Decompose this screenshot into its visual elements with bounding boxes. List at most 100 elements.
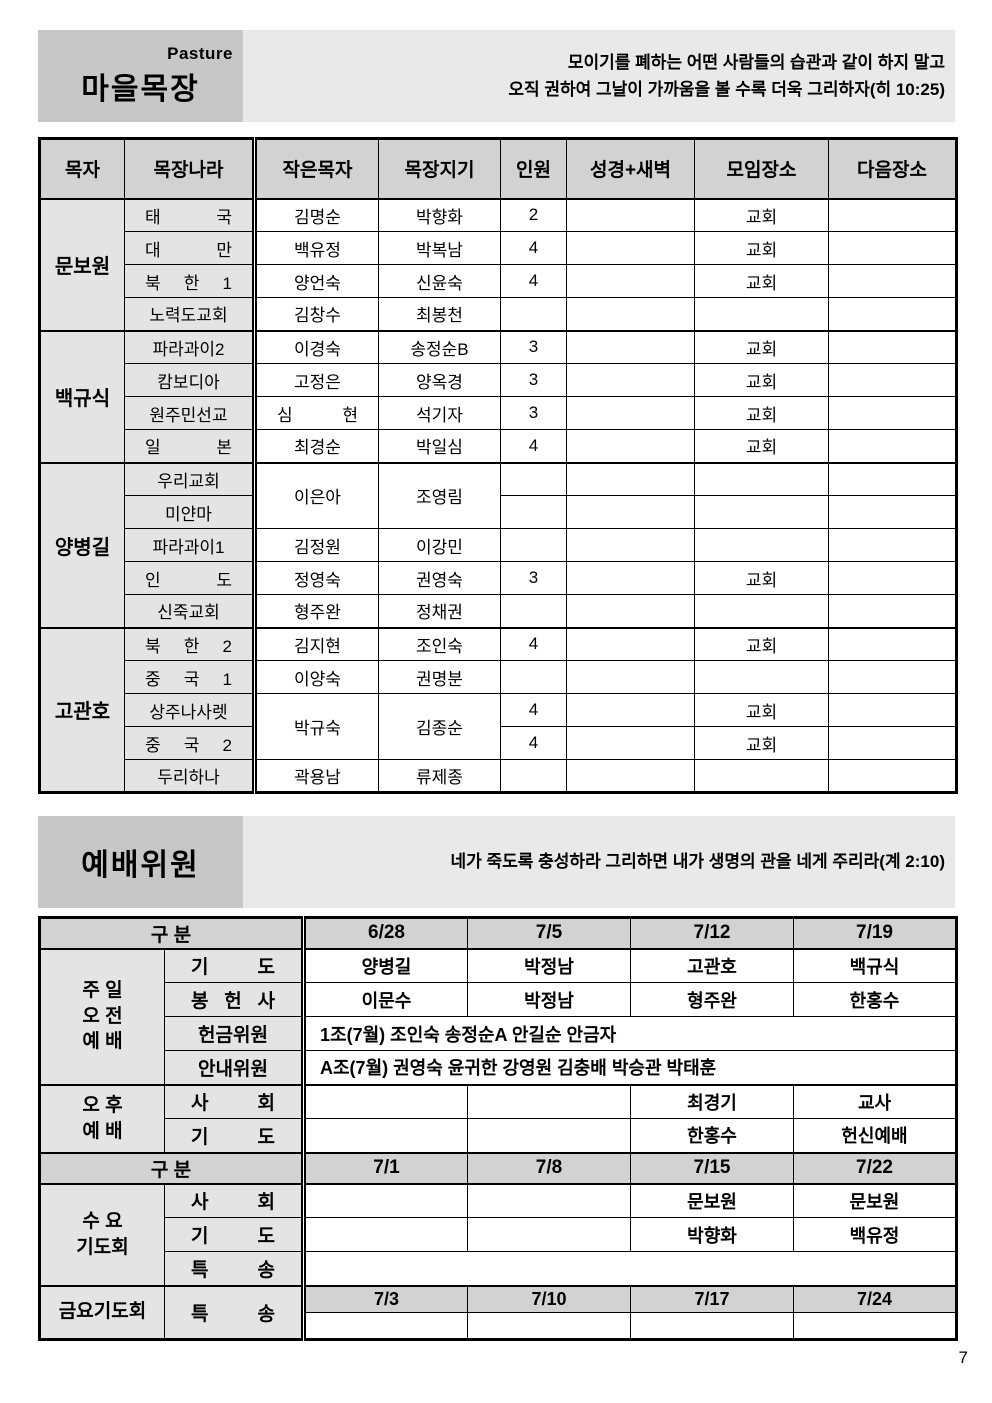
worship-row: 특 송 (40, 1251, 957, 1286)
cell-count: 4 (500, 626, 567, 661)
cell-keeper: 권영숙 (378, 561, 501, 595)
cell-count (500, 759, 567, 793)
cell-country: 중 국 1 (124, 660, 255, 694)
cell-small-leader: 백유정 (252, 231, 379, 265)
date-header-cell: 7/3 (301, 1284, 468, 1313)
cell-assignee (301, 1312, 468, 1340)
cell-country: 북 한 1 (124, 264, 255, 298)
pasture-verse: 모이기를 폐하는 어떤 사람들의 습관과 같이 하지 말고 오직 권하여 그날이… (243, 30, 955, 122)
cell-assignee: 최경기 (630, 1083, 794, 1119)
worship-title: 예배위원 (81, 849, 200, 882)
cell-duty-item: 특 송 (164, 1284, 304, 1340)
pasture-row: 인 도 정영숙 권영숙 3 교회 (40, 561, 957, 595)
cell-count: 4 (500, 429, 567, 463)
cell-country: 태 국 (124, 197, 255, 232)
cell-country: 대 만 (124, 231, 255, 265)
pasture-title: 마을목장 (81, 73, 200, 106)
cell-bible-dawn (566, 429, 695, 463)
cell-next-place (828, 396, 957, 430)
pasture-row: 문보원 태 국 김명순 박향화 2 교회 (39, 197, 957, 331)
cell-small-leader: 김지현 (252, 626, 379, 661)
cell-country: 두리하나 (124, 759, 255, 793)
date-header-cell: 7/12 (630, 916, 794, 950)
column-header: 목장나라 (124, 138, 255, 200)
cell-count (500, 461, 567, 496)
cell-assignee: 박정남 (467, 982, 631, 1017)
cell-span-text (301, 1251, 957, 1286)
worship-row: 기 도 박향화 백유정 (40, 1217, 957, 1252)
cell-small-leader: 이양숙 (252, 660, 379, 694)
cell-keeper: 김종순 (378, 693, 501, 760)
cell-country: 파라과이1 (124, 528, 255, 562)
cell-keeper: 박일심 (378, 429, 501, 463)
column-header: 목자 (39, 138, 125, 200)
cell-assignee: 형주완 (630, 982, 794, 1017)
cell-duty-item: 헌금위원 (164, 1016, 304, 1051)
cell-small-leader: 정영숙 (252, 561, 379, 595)
cell-count: 4 (500, 693, 567, 727)
cell-bible-dawn (566, 231, 695, 265)
cell-meeting-place: 교회 (694, 626, 829, 661)
cell-meeting-place (694, 594, 829, 628)
cell-assignee: 백유정 (793, 1217, 957, 1252)
cell-service-group: 오 후 예 배 (39, 1083, 165, 1153)
cell-service-group: 금요기도회 (39, 1284, 165, 1340)
column-header: 모임장소 (694, 138, 829, 200)
cell-assignee (467, 1118, 631, 1153)
cell-assignee (793, 1312, 957, 1340)
cell-next-place (828, 660, 957, 694)
cell-small-leader: 김창수 (252, 297, 379, 331)
date-header-cell: 7/15 (630, 1151, 794, 1185)
cell-count: 4 (500, 264, 567, 298)
cell-meeting-place (694, 660, 829, 694)
cell-country: 중 국 2 (124, 726, 255, 760)
cell-small-leader: 형주완 (252, 594, 379, 628)
cell-meeting-place: 교회 (694, 693, 829, 727)
cell-shepherd: 백규식 (39, 329, 125, 463)
cell-bible-dawn (566, 461, 695, 496)
cell-bible-dawn (566, 561, 695, 595)
cell-count: 3 (500, 561, 567, 595)
cell-next-place (828, 329, 957, 364)
pasture-row: 파라과이1 김정원 이강민 (40, 528, 957, 562)
cell-country: 상주나사렛 (124, 693, 255, 727)
cell-small-leader: 곽용남 (252, 759, 379, 793)
pasture-table: 목자 목장나라 작은목자 목장지기 인원 성경+새벽 모임장소 다음장소 문보원 태 국 김명순 박… (38, 137, 958, 794)
cell-bible-dawn (566, 626, 695, 661)
cell-meeting-place: 교회 (694, 329, 829, 364)
cell-assignee (467, 1312, 631, 1340)
page-content: Pasture 마을목장 모이기를 폐하는 어떤 사람들의 습관과 같이 하지 … (38, 30, 958, 1341)
cell-bible-dawn (566, 495, 695, 529)
cell-duty-item: 봉 헌 사 (164, 982, 304, 1017)
pasture-row: 두리하나 곽용남 류제종 (40, 759, 957, 793)
worship-verse: 네가 죽도록 충성하라 그리하면 내가 생명의 관을 네게 주리라(계 2:10… (243, 816, 955, 908)
pasture-section-header: Pasture 마을목장 모이기를 폐하는 어떤 사람들의 습관과 같이 하지 … (38, 30, 955, 122)
cell-bible-dawn (566, 363, 695, 397)
pasture-title-box: Pasture 마을목장 (38, 30, 243, 122)
pasture-row: 백규식 파라과이2 이경숙 송정순B 3 교회 (39, 329, 957, 463)
cell-keeper: 이강민 (378, 528, 501, 562)
pasture-row: 캄보디아 고정은 양옥경 3 교회 (40, 363, 957, 397)
cell-keeper: 류제종 (378, 759, 501, 793)
worship-row: 금요기도회 특 송 7/3 7/10 7/17 7/24 (39, 1284, 957, 1340)
worship-row: 봉 헌 사 이문수 박정남 형주완 한홍수 (40, 982, 957, 1017)
cell-bible-dawn (566, 726, 695, 760)
cell-meeting-place: 교회 (694, 231, 829, 265)
cell-count: 2 (500, 197, 567, 232)
cell-meeting-place (694, 297, 829, 331)
pasture-row: 중 국 1 이양숙 권명분 (40, 660, 957, 694)
cell-assignee: 헌신예배 (793, 1118, 957, 1153)
cell-small-leader: 김명순 (252, 197, 379, 232)
cell-country: 일 본 (124, 429, 255, 463)
cell-assignee: 한홍수 (630, 1118, 794, 1153)
cell-assignee: 고관호 (630, 947, 794, 983)
cell-meeting-place: 교회 (694, 396, 829, 430)
cell-next-place (828, 231, 957, 265)
cell-next-place (828, 495, 957, 529)
cell-country: 신죽교회 (124, 594, 255, 628)
cell-keeper: 최봉천 (378, 297, 501, 331)
worship-header-row: 구 분 7/1 7/8 7/15 7/22 (39, 1151, 957, 1185)
